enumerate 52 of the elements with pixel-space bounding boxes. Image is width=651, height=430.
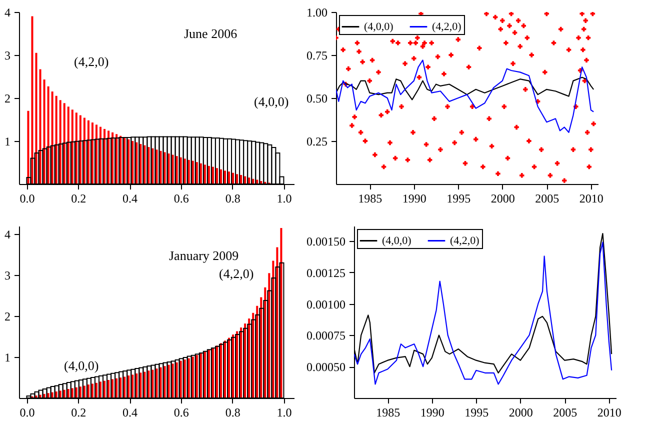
y-tick-label: 2: [4, 92, 10, 106]
x-tick-label: 0.8: [225, 192, 240, 206]
legend-label: (4,2,0): [450, 234, 480, 247]
x-tick-label: 2000: [490, 192, 515, 206]
y-tick-label: 0.00100: [306, 297, 346, 312]
x-tick-label: 1985: [358, 192, 382, 206]
x-tick-label: 1995: [464, 406, 489, 420]
y-tick-label: 3: [4, 48, 10, 62]
y-tick-label: 2: [4, 310, 10, 324]
y-tick-label: 1: [4, 350, 10, 365]
annotation: June 2006: [184, 26, 238, 41]
x-tick-label: 2005: [535, 192, 560, 206]
x-tick-label: 1985: [376, 406, 400, 420]
y-tick-label: 0.25: [306, 134, 328, 148]
y-tick-label: 4: [4, 228, 10, 242]
x-tick-label: 0.2: [71, 192, 86, 206]
y-tick-label: 0.00075: [306, 328, 346, 343]
x-tick-label: 0.0: [20, 192, 35, 206]
x-tick-label: 0.4: [122, 192, 138, 206]
y-tick-label: 3: [4, 268, 10, 283]
y-tick-label: 0.00050: [306, 360, 346, 374]
y-tick-label: 0.50: [306, 92, 328, 106]
x-tick-label: 0.4: [122, 406, 138, 420]
text: (4,2,0): [74, 54, 109, 69]
series-label: (4,2,0): [219, 266, 254, 281]
x-tick-label: 1990: [420, 406, 444, 420]
x-tick-label: 0.8: [225, 406, 240, 420]
x-tick-label: 0.6: [174, 192, 189, 206]
series-label: (4,0,0): [64, 358, 99, 373]
legend-label: (4,2,0): [432, 20, 462, 33]
y-tick-label: 0.00125: [306, 266, 346, 280]
x-tick-label: 2000: [508, 406, 533, 420]
x-tick-label: 0.6: [174, 406, 189, 420]
y-tick-label: 1: [4, 134, 10, 148]
x-tick-label: 2010: [597, 406, 622, 420]
annotation: January 2009: [169, 248, 239, 263]
y-tick-label: 0.00150: [306, 234, 346, 249]
x-tick-label: 1.0: [276, 406, 292, 420]
x-tick-label: 1995: [446, 192, 471, 206]
y-tick-label: 4: [4, 6, 10, 20]
x-tick-label: 1.0: [276, 192, 292, 206]
legend-label: (4,0,0): [364, 20, 394, 33]
text: (4,0,0): [254, 94, 289, 109]
x-tick-label: 2010: [579, 192, 604, 206]
line-series: [336, 60, 594, 133]
y-tick-label: 1.00: [306, 6, 328, 20]
x-tick-label: 0.2: [71, 406, 86, 420]
legend-label: (4,0,0): [382, 234, 412, 247]
x-tick-label: 2005: [553, 406, 578, 420]
y-tick-label: 0.75: [306, 48, 328, 62]
x-tick-label: 0.0: [20, 406, 35, 420]
x-tick-label: 1990: [402, 192, 426, 206]
